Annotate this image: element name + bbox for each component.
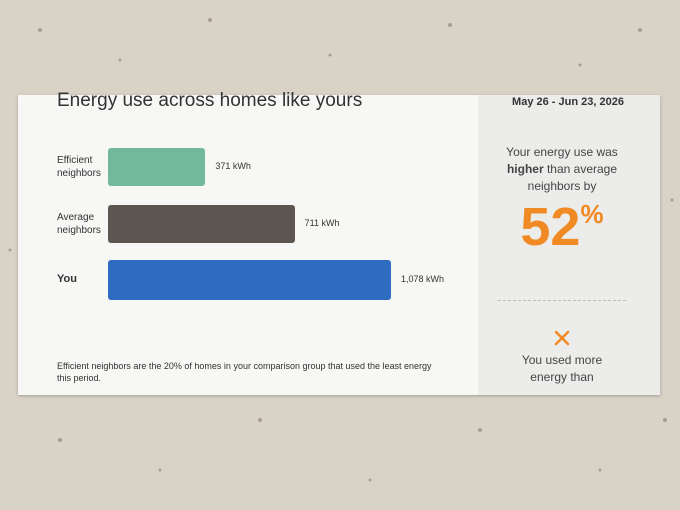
bar <box>108 260 391 300</box>
category-label: Average neighbors <box>57 212 101 236</box>
highlight: 52% <box>490 196 634 258</box>
comparison-text: Your energy use was higher than average … <box>496 144 628 195</box>
chart-title: Energy use across homes like yours <box>57 90 363 111</box>
value-label: 711 kWh <box>304 218 340 228</box>
highlight-unit: % <box>580 199 604 229</box>
side-panel <box>478 95 660 395</box>
footnote: Efficient neighbors are the 20% of homes… <box>57 361 432 383</box>
comparison-emphasis: higher <box>506 162 544 176</box>
category-label: Efficient neighbors <box>57 155 101 179</box>
highlight-number: 52 <box>520 197 581 257</box>
category-label: You <box>57 273 77 285</box>
x-icon <box>554 330 570 346</box>
bar <box>108 148 206 186</box>
comparison-part: Your energy use was <box>506 145 618 159</box>
value-label: 1,078 kWh <box>401 274 445 284</box>
comparison-part: than average neighbors by <box>527 162 618 193</box>
bar <box>108 205 295 243</box>
separator <box>498 300 626 301</box>
date-range: May 26 - Jun 23, 2026 <box>512 96 624 108</box>
result-text: You used more energy than <box>521 353 603 384</box>
value-label: 371 kWh <box>215 161 251 171</box>
